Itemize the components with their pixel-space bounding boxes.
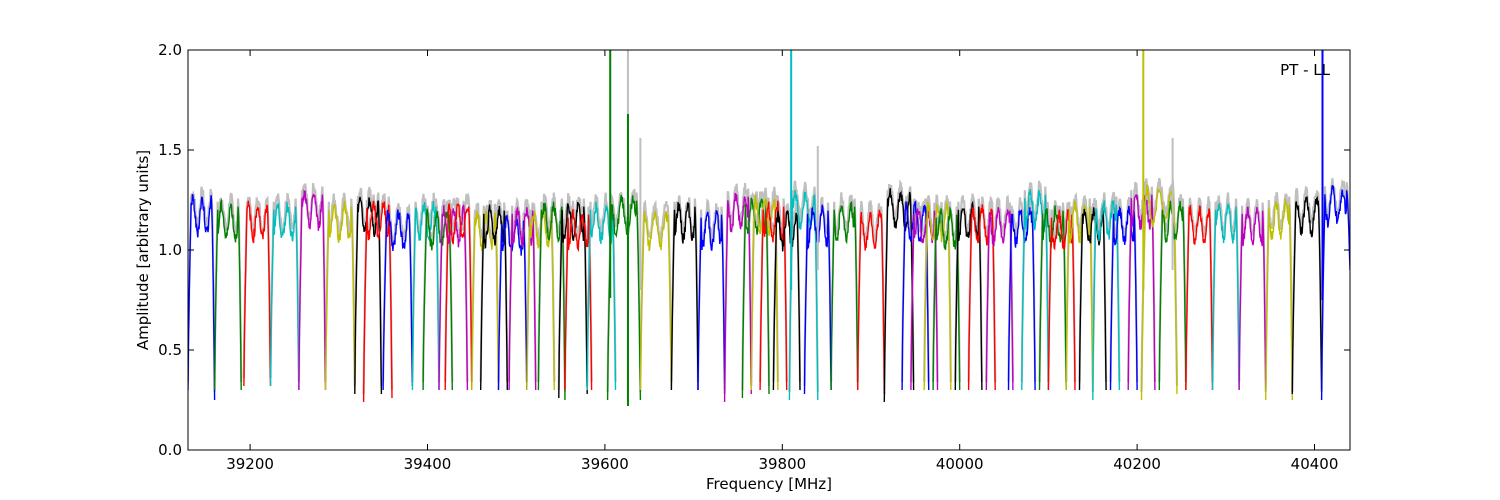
- spectrum-band-line: [269, 202, 300, 391]
- spectrum-band-line: [1021, 189, 1050, 391]
- spectrum-band-line: [910, 205, 939, 391]
- spectrum-band-line: [901, 200, 930, 391]
- spectrum-band-line: [857, 209, 885, 391]
- background-trace-segment: [242, 195, 272, 379]
- spectrum-band-line: [362, 200, 393, 403]
- background-trace-segment: [696, 198, 726, 383]
- spectrum-band-line: [1211, 202, 1240, 391]
- background-trace-segment: [269, 193, 300, 383]
- spectrum-band-line: [639, 210, 673, 391]
- spectrum-band-line: [772, 210, 801, 391]
- tick-layer: 39200 39400 39600 39800 40000 40200 40400 0.0 0.…: [158, 41, 1350, 473]
- y-tick-label: 0.5: [158, 341, 182, 359]
- spectrum-band-line: [788, 190, 819, 401]
- spectrum-band-line: [1007, 207, 1036, 391]
- x-tick-label: 39200: [226, 455, 274, 473]
- spectrum-band-line: [750, 194, 779, 391]
- spectrum-band-line: [382, 209, 414, 391]
- spectrum-band-line: [213, 198, 242, 391]
- spectrum-band-line: [830, 201, 859, 391]
- spectrum-band-line: [1238, 206, 1267, 391]
- spectrum-band-line: [558, 201, 588, 399]
- spectrum-band-line: [497, 214, 528, 391]
- y-tick-label: 2.0: [158, 41, 182, 59]
- spectrum-band-line: [670, 202, 699, 391]
- y-axis-label: Amplitude [arbitrary units]: [134, 150, 152, 350]
- spectrum-band-line: [606, 195, 642, 401]
- spectrum-band-line: [883, 188, 915, 403]
- spectrum-band-line: [967, 204, 996, 391]
- background-trace-segment: [901, 195, 930, 383]
- spectrum-band-line: [1092, 200, 1121, 401]
- spectrum-band-line: [985, 207, 1014, 391]
- chart-annotation: PT - LL: [1280, 61, 1331, 79]
- background-trace-segment: [723, 183, 753, 395]
- background-trace-segment: [1238, 198, 1267, 383]
- x-tick-label: 39800: [758, 455, 806, 473]
- spectrum-band-line: [508, 206, 537, 391]
- spectrum-band-line: [1109, 205, 1138, 391]
- spectrum-band-line: [1140, 184, 1178, 401]
- spectrum-band-line: [411, 200, 440, 391]
- spectrum-band-line: [932, 205, 961, 391]
- x-tick-label: 39400: [404, 455, 452, 473]
- spectrum-band-line: [471, 210, 500, 391]
- spectrum-band-line: [188, 193, 216, 401]
- spectrum-band-line: [697, 210, 726, 391]
- spectrum-band-line: [480, 204, 508, 391]
- spectrum-band-line: [1185, 204, 1214, 391]
- y-tick-label: 1.0: [158, 241, 182, 259]
- background-trace-segment: [883, 178, 915, 395]
- spectrum-band-line: [354, 196, 383, 395]
- spectrum-band-line: [537, 201, 566, 401]
- spectrum-band-line: [564, 209, 593, 391]
- spectrum-band-line: [723, 192, 752, 403]
- spectrum-band-line: [438, 204, 469, 391]
- x-axis-label: Frequency [MHz]: [706, 475, 832, 493]
- spectrum-band-line: [923, 200, 952, 391]
- spectrum-band-line: [1291, 195, 1323, 395]
- x-tick-label: 40200: [1113, 455, 1161, 473]
- spectrum-band-line: [444, 203, 473, 391]
- x-tick-label: 39600: [581, 455, 629, 473]
- background-trace-segment: [1007, 197, 1037, 383]
- spectrum-band-line: [324, 200, 356, 391]
- spectrum-band-line: [422, 208, 453, 391]
- x-tick-label: 40400: [1291, 455, 1339, 473]
- background-trace-segment: [1109, 197, 1139, 383]
- x-tick-label: 40000: [936, 455, 984, 473]
- spectrum-band-line: [1320, 184, 1350, 401]
- y-tick-label: 1.5: [158, 141, 182, 159]
- background-trace-segment: [1184, 196, 1214, 383]
- spectrum-band-line: [1127, 194, 1156, 391]
- spectrum-band-line: [741, 197, 770, 399]
- spectrum-band-line: [1264, 198, 1294, 401]
- series-layer: [188, 50, 1350, 406]
- spectrum-band-line: [243, 200, 272, 387]
- y-tick-label: 0.0: [158, 441, 182, 459]
- spectrum-band-line: [298, 188, 327, 391]
- background-trace-segment: [967, 195, 997, 383]
